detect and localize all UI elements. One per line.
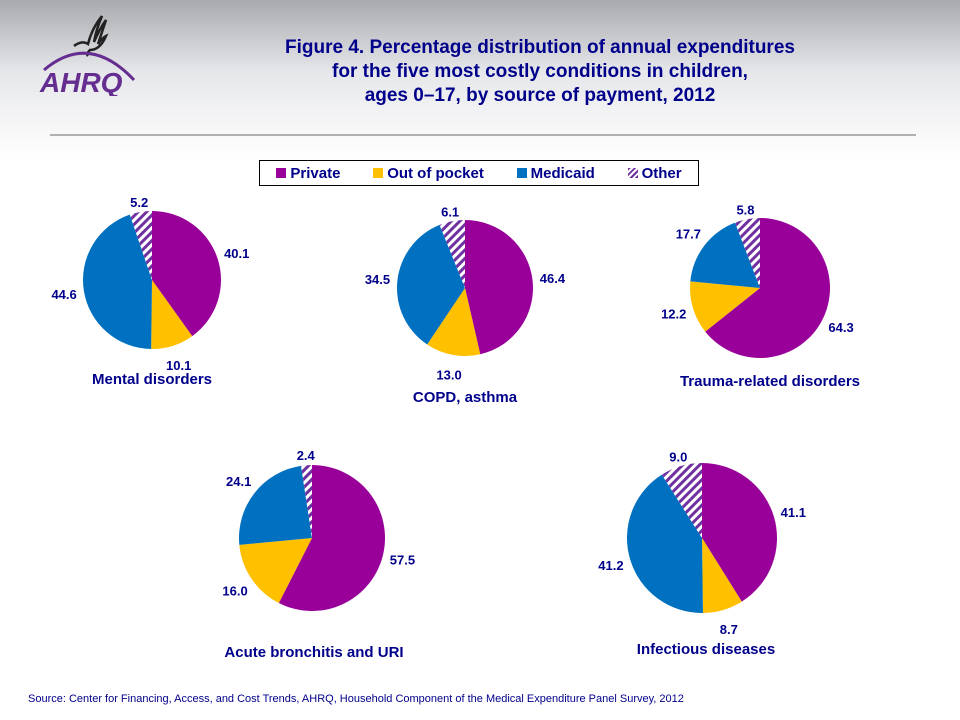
legend-item-medicaid: Medicaid	[516, 164, 595, 182]
data-label: 6.1	[441, 204, 459, 219]
data-label: 2.4	[297, 448, 316, 463]
ahrq-logo: AHRQ	[36, 6, 146, 101]
data-label: 40.1	[224, 246, 249, 261]
data-label: 12.2	[661, 307, 686, 322]
data-label: 16.0	[222, 583, 247, 598]
pie-slice-other	[661, 463, 702, 538]
title-line: for the five most costly conditions in c…	[332, 61, 748, 82]
pie-slice-medicaid	[627, 474, 703, 613]
pie-title: Infectious diseases	[637, 641, 775, 658]
data-label: 57.5	[390, 553, 415, 568]
legend-label: Other	[641, 164, 682, 182]
pie-slice-out-of-pocket	[690, 281, 760, 332]
data-label: 9.0	[669, 449, 687, 464]
pie-slice-medicaid	[397, 224, 465, 345]
pie-slice-private	[705, 218, 831, 359]
data-label: 17.7	[676, 227, 701, 242]
legend-item-other: Other	[627, 164, 682, 182]
pie-slice-other	[129, 211, 152, 280]
data-label: 44.6	[51, 287, 76, 302]
pie-slice-private	[702, 463, 777, 602]
data-label: 41.2	[598, 558, 623, 573]
pie-slice-medicaid	[690, 222, 760, 288]
pie-slice-out-of-pocket	[427, 288, 481, 356]
legend-item-private: Private	[276, 165, 340, 182]
svg-text:AHRQ: AHRQ	[39, 67, 123, 96]
pie-slice-private	[278, 465, 386, 611]
data-label: 64.3	[828, 320, 853, 335]
pie-title: Trauma-related disorders	[680, 373, 860, 390]
legend-swatch	[516, 168, 527, 178]
legend-label: Private	[290, 164, 341, 182]
data-label: 5.2	[130, 195, 148, 210]
legend-swatch	[627, 168, 638, 178]
data-label: 41.1	[781, 505, 806, 520]
pie-slice-other	[301, 465, 312, 538]
pie-title: COPD, asthma	[413, 389, 518, 406]
pie-slice-other	[439, 220, 465, 288]
pie-slice-other	[735, 218, 760, 288]
title-line: Figure 4. Percentage distribution of ann…	[285, 37, 795, 58]
data-label: 24.1	[226, 474, 251, 489]
title-line: ages 0–17, by source of payment, 2012	[364, 85, 716, 106]
legend-item-out-of-pocket: Out of pocket	[373, 165, 484, 182]
legend-label: Out of pocket	[387, 164, 484, 182]
legend-swatch	[373, 168, 384, 178]
pie-title: Mental disorders	[92, 371, 212, 388]
data-label: 8.7	[720, 622, 738, 637]
data-label: 46.4	[540, 271, 566, 286]
pie-slice-out-of-pocket	[702, 538, 742, 613]
pie-title: Acute bronchitis and URI	[224, 644, 403, 661]
legend-label: Medicaid	[530, 164, 595, 182]
pie-slice-out-of-pocket	[151, 280, 193, 349]
legend: Private Out of pocket Medicaid Other	[259, 160, 699, 186]
source-note: Source: Center for Financing, Access, an…	[28, 693, 684, 705]
pie-slice-medicaid	[83, 214, 152, 349]
pie-slice-medicaid	[239, 465, 312, 545]
data-label: 13.0	[436, 368, 461, 383]
data-label: 5.8	[736, 202, 754, 217]
data-label: 34.5	[365, 272, 390, 287]
legend-swatch	[276, 168, 287, 178]
pie-slice-out-of-pocket	[239, 538, 312, 604]
pie-slice-private	[152, 211, 221, 337]
chart-title: Figure 4. Percentage distribution of ann…	[230, 36, 850, 108]
divider	[50, 134, 916, 136]
pie-slice-private	[465, 220, 533, 355]
data-label: 10.1	[166, 358, 191, 373]
